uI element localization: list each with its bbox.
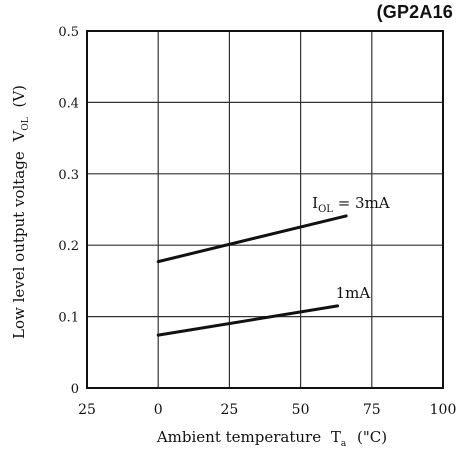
y-axis-unit: (V): [10, 85, 28, 108]
y-tick-label: 0.2: [58, 239, 79, 254]
x-axis-title: Ambient temperature Ta ("C): [156, 428, 387, 449]
y-tick-label: 0.4: [58, 96, 79, 111]
tick-labels: 25 0 25 50 75 100 0 0.1 0.2 0.3 0.4 0.5: [58, 25, 456, 418]
part-number-tag: (GP2A16: [376, 2, 453, 22]
x-axis-label: Ambient temperature: [156, 428, 321, 446]
series-line-1: [156, 214, 348, 264]
x-tick-label: 100: [430, 402, 457, 418]
series-label-1: IOL = 3mA: [312, 194, 390, 215]
x-axis-unit: ("C): [357, 428, 387, 446]
y-tick-label: 0.5: [58, 25, 79, 40]
y-axis-symbol: V: [10, 130, 28, 143]
y-tick-label: 0.3: [58, 168, 79, 183]
series-lines: [156, 214, 348, 337]
y-tick-label: 0: [71, 382, 79, 397]
x-tick-label: 25: [78, 402, 96, 418]
series-label-2: 1mA: [336, 284, 371, 302]
x-axis-symbol: T: [331, 428, 341, 446]
axes: [86, 30, 444, 389]
x-tick-label: 75: [363, 402, 381, 418]
x-tick-label: 25: [220, 402, 238, 418]
x-tick-label: 0: [154, 402, 163, 418]
series-line-2: [156, 304, 340, 337]
y-tick-label: 0.1: [58, 311, 79, 326]
plot-frame: [86, 30, 444, 389]
series-labels: IOL = 3mA 1mA: [312, 194, 390, 302]
y-axis-label: Low level output voltage: [10, 151, 28, 339]
y-axis-title: Low level output voltage VOL (V): [10, 85, 32, 339]
x-axis-subscript: a: [341, 439, 347, 449]
y-axis-subscript: OL: [21, 117, 31, 130]
x-tick-label: 50: [292, 402, 310, 418]
